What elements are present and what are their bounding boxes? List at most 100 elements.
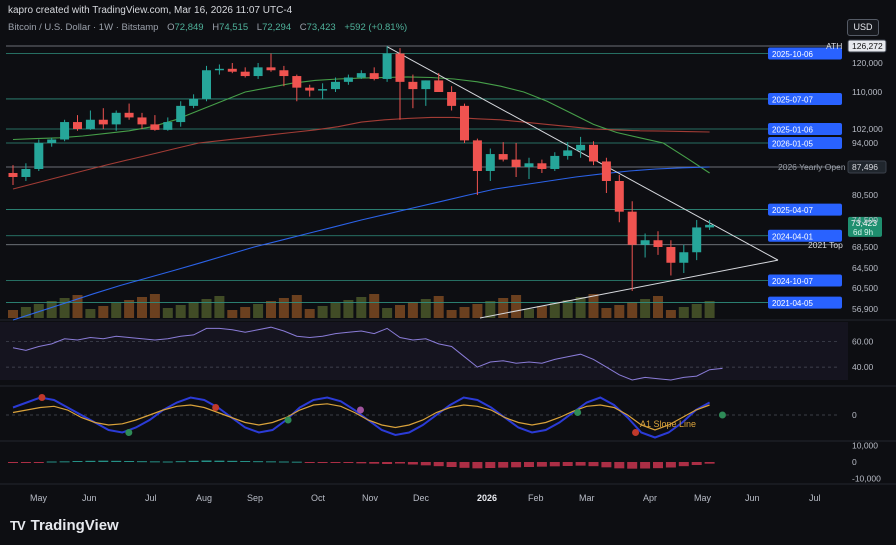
- oscillator-marker: [356, 406, 364, 414]
- time-axis-label: Mar: [579, 493, 595, 503]
- price-axis-tick: 64,500: [852, 263, 878, 273]
- volume-bar: [433, 296, 444, 318]
- candle-body: [511, 159, 521, 167]
- price-axis-tick: 120,000: [852, 58, 883, 68]
- tradingview-logo-icon: TV: [10, 518, 26, 533]
- volume-bar: [407, 302, 418, 318]
- oscillator-line: [12, 396, 711, 439]
- candle-body: [485, 154, 495, 171]
- volume-bar: [459, 307, 470, 318]
- histogram-bar: [85, 460, 96, 462]
- volume-bar: [356, 297, 367, 318]
- histogram-bar: [317, 462, 328, 463]
- candle-body: [640, 240, 650, 245]
- level-tag-label: 2024-10-07: [772, 277, 813, 286]
- time-axis-label: May: [30, 493, 48, 503]
- histogram-bar: [614, 462, 625, 469]
- histogram-bar: [420, 462, 431, 466]
- volume-bar: [149, 294, 160, 318]
- candle-body: [692, 227, 702, 253]
- candle-body: [202, 70, 211, 99]
- time-axis-label: May: [694, 493, 712, 503]
- level-tag-label: 2025-01-06: [772, 126, 813, 135]
- volume-bar: [524, 309, 534, 318]
- candle-body: [176, 105, 186, 123]
- level-tag-label: 2025-04-07: [772, 206, 813, 215]
- level-tag-label: 2024-04-01: [772, 232, 813, 241]
- histogram-bar: [459, 462, 470, 468]
- time-axis-label: 2026: [477, 493, 497, 503]
- volume-bar: [72, 295, 83, 318]
- histogram-axis-tick: 10,000: [852, 440, 878, 450]
- rsi-line: [12, 326, 723, 381]
- histogram-bar: [111, 460, 122, 462]
- level-tag: [768, 229, 842, 242]
- candle-body: [408, 81, 418, 90]
- volume-bar: [240, 307, 251, 318]
- histogram-bar: [356, 462, 367, 464]
- time-axis-label: Oct: [311, 493, 326, 503]
- time-axis-label: Jul: [145, 493, 157, 503]
- level-tag-label: 2025-10-06: [772, 50, 813, 59]
- candle-body: [653, 240, 663, 247]
- candle-body: [356, 73, 366, 78]
- candle-body: [601, 161, 611, 181]
- volume-bar: [253, 304, 264, 318]
- oscillator-legend-label: A1 Slope Line: [640, 419, 696, 429]
- volume-bar: [343, 300, 354, 318]
- level-tag-label: 2025-07-07: [772, 95, 813, 104]
- volume-bar: [85, 309, 96, 318]
- level-tag: [768, 203, 842, 216]
- candle-body: [73, 122, 82, 129]
- reference-line-label: 2026 Yearly Open: [778, 162, 846, 172]
- histogram-bar: [665, 462, 676, 468]
- price-axis-tag-label: 126,272: [852, 41, 883, 51]
- volume-bar: [498, 298, 509, 318]
- histogram-bar: [266, 461, 276, 463]
- histogram-bar: [227, 460, 238, 462]
- time-axis-label: Jun: [745, 493, 760, 503]
- histogram-bar: [291, 461, 302, 463]
- oscillator-marker: [38, 394, 46, 401]
- volume-bar: [446, 310, 457, 318]
- histogram-bar: [678, 462, 689, 467]
- candle-body: [266, 67, 276, 71]
- volume-bar: [111, 303, 122, 318]
- close-value: 73,423: [306, 22, 336, 33]
- time-axis-label: Dec: [413, 493, 430, 503]
- candle-body: [292, 76, 302, 88]
- trendline: [386, 46, 779, 261]
- histogram-bar: [188, 460, 199, 462]
- currency-button[interactable]: USD: [847, 19, 879, 36]
- price-axis-tag: [847, 39, 887, 53]
- volume-bar: [627, 302, 638, 318]
- close-label: C: [299, 22, 307, 33]
- candle-body: [563, 150, 573, 156]
- histogram-bar: [369, 462, 380, 464]
- histogram-bar: [691, 462, 702, 465]
- candle-body: [279, 70, 289, 77]
- histogram-bar: [20, 462, 31, 463]
- candle-body: [34, 143, 44, 169]
- high-label: H: [212, 22, 220, 33]
- volume-bar: [59, 298, 70, 318]
- volume-bar: [46, 301, 57, 318]
- histogram-bar: [330, 462, 341, 463]
- level-tag-label: 2021-04-05: [772, 299, 813, 308]
- moving-average-line: [12, 166, 710, 321]
- candle-body: [537, 163, 547, 169]
- histogram-bar: [640, 462, 651, 469]
- price-axis-tick: 94,000: [852, 138, 878, 148]
- oscillator-marker: [125, 429, 133, 436]
- level-tag: [768, 137, 842, 149]
- volume-bar: [124, 300, 135, 318]
- oscillator-marker: [212, 404, 220, 411]
- volume-bar: [601, 308, 612, 318]
- histogram-bar: [601, 462, 612, 468]
- candle-body: [305, 87, 315, 91]
- histogram-bar: [33, 462, 44, 463]
- volume-bar: [20, 307, 31, 318]
- volume-bar: [33, 304, 44, 318]
- price-axis-tick: 110,000: [852, 87, 882, 97]
